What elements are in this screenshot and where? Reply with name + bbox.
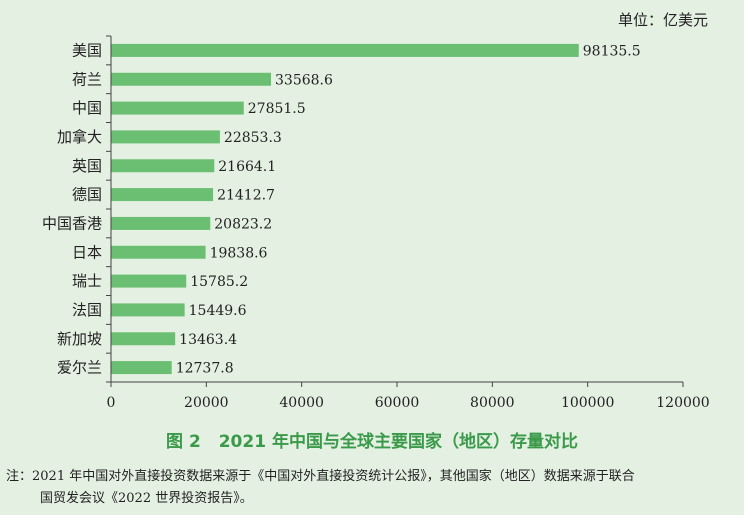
bar (111, 245, 206, 259)
x-tick-label: 80000 (470, 395, 515, 411)
value-label: 15449.6 (189, 303, 247, 319)
value-label: 22853.3 (224, 130, 282, 146)
x-tick-label: 60000 (375, 395, 420, 411)
bar (111, 130, 220, 144)
value-label: 19838.6 (210, 245, 268, 261)
value-label: 13463.4 (179, 332, 237, 348)
bar (111, 43, 579, 57)
category-label: 德国 (72, 186, 102, 204)
value-label: 98135.5 (583, 43, 641, 59)
category-label: 英国 (72, 157, 102, 175)
value-label: 21412.7 (217, 188, 275, 204)
figure-caption: 图 2 2021 年中国与全球主要国家（地区）存量对比 (0, 427, 744, 452)
category-label: 中国香港 (42, 214, 102, 232)
category-label: 爱尔兰 (57, 359, 102, 377)
category-label: 荷兰 (72, 70, 102, 88)
category-label: 加拿大 (57, 128, 102, 146)
figure-title: 2021 年中国与全球主要国家（地区）存量对比 (218, 432, 578, 452)
value-label: 20823.2 (214, 216, 272, 232)
value-label: 33568.6 (275, 72, 333, 88)
x-tick-label: 120000 (656, 395, 709, 411)
bar (111, 361, 172, 375)
note-line-1: 注：2021 年中国对外直接投资数据来源于《中国对外直接投资统计公报》，其他国家… (6, 469, 635, 484)
bar (111, 159, 215, 173)
bar (111, 101, 244, 115)
value-label: 15785.2 (190, 274, 248, 290)
value-label: 21664.1 (218, 159, 276, 175)
x-tick-label: 100000 (561, 395, 614, 411)
value-label: 27851.5 (248, 101, 306, 117)
category-label: 日本 (72, 243, 102, 261)
unit-label: 单位：亿美元 (617, 11, 708, 29)
source-note: 注：2021 年中国对外直接投资数据来源于《中国对外直接投资统计公报》，其他国家… (6, 466, 738, 510)
bar (111, 303, 185, 317)
bar (111, 216, 211, 230)
note-line-2: 国贸发会议《2022 世界投资报告》。 (40, 491, 253, 506)
x-tick-label: 0 (107, 395, 116, 411)
bar (111, 332, 176, 346)
category-label: 美国 (72, 41, 102, 59)
bar (111, 188, 214, 202)
bar (111, 72, 272, 86)
category-label: 瑞士 (72, 272, 102, 290)
bar (111, 274, 187, 288)
category-label: 中国 (72, 99, 102, 117)
category-label: 法国 (72, 301, 102, 319)
x-tick-label: 40000 (279, 395, 324, 411)
bar-chart: 美国 98135.5 荷兰 33568.6 中国 27851.5 加拿大 22853.3 英国 2… (42, 35, 710, 411)
x-tick-label: 20000 (184, 395, 229, 411)
category-label: 新加坡 (57, 330, 102, 348)
value-label: 12737.8 (176, 361, 234, 377)
figure-number: 图 2 (166, 432, 201, 452)
